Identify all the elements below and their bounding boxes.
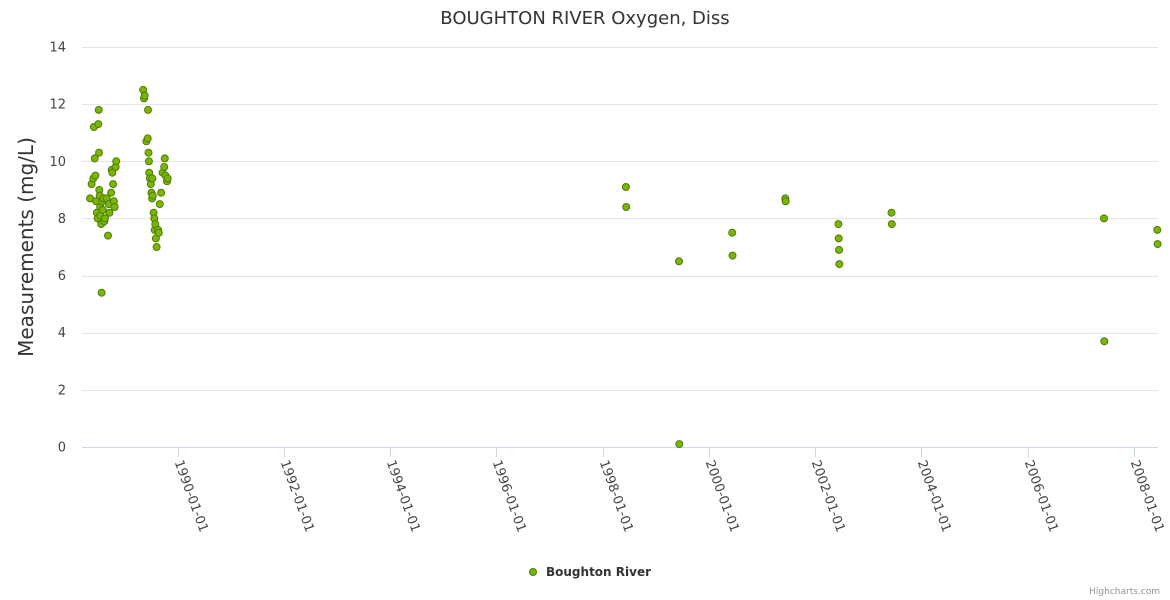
data-point[interactable] <box>728 228 737 237</box>
data-point[interactable] <box>140 91 149 100</box>
data-point[interactable] <box>1100 214 1108 223</box>
x-tick-label: 2002-01-01 <box>808 458 848 534</box>
data-point[interactable] <box>834 234 843 243</box>
data-point[interactable] <box>152 243 161 251</box>
data-point[interactable] <box>143 134 152 143</box>
legend-marker <box>529 568 537 576</box>
data-point[interactable] <box>148 174 157 183</box>
data-point[interactable] <box>835 245 843 254</box>
y-tick-label: 4 <box>58 326 66 341</box>
data-point[interactable] <box>101 214 109 223</box>
data-point[interactable] <box>94 120 103 129</box>
data-point[interactable] <box>94 105 103 114</box>
data-point[interactable] <box>675 257 683 266</box>
data-point[interactable] <box>728 251 737 260</box>
x-tick-label: 2004-01-01 <box>914 458 954 534</box>
x-tick-label: 2008-01-01 <box>1127 458 1167 534</box>
data-point[interactable] <box>160 163 169 171</box>
data-point[interactable] <box>154 228 163 237</box>
credit-link[interactable]: Highcharts.com <box>1089 587 1160 597</box>
data-point[interactable] <box>887 208 896 217</box>
data-point[interactable] <box>781 197 790 206</box>
x-axis-ticks: 1990-01-01 1992-01-01 1994-01-01 1996-01-01… <box>171 447 1167 534</box>
data-point[interactable] <box>144 105 152 114</box>
legend[interactable]: Boughton River <box>529 565 652 579</box>
data-point[interactable] <box>621 183 630 191</box>
x-tick-label: 2000-01-01 <box>702 458 742 534</box>
data-point[interactable] <box>91 171 100 180</box>
data-point[interactable] <box>90 154 99 163</box>
data-point[interactable] <box>107 188 116 197</box>
data-point[interactable] <box>887 220 896 229</box>
y-tick-label: 2 <box>58 383 66 398</box>
data-point[interactable] <box>1153 240 1162 249</box>
data-point[interactable] <box>97 288 106 297</box>
data-point[interactable] <box>157 188 166 197</box>
data-points <box>86 85 1162 449</box>
y-tick-label: 6 <box>58 269 66 284</box>
data-point[interactable] <box>144 148 153 157</box>
chart-title: BOUGHTON RIVER Oxygen, Diss <box>440 8 729 29</box>
data-point[interactable] <box>95 148 103 157</box>
y-tick-label: 12 <box>49 98 66 113</box>
data-point[interactable] <box>155 200 164 209</box>
data-point[interactable] <box>163 174 172 183</box>
y-tick-label: 8 <box>58 212 66 227</box>
x-tick-label: 1990-01-01 <box>171 458 211 534</box>
data-point[interactable] <box>109 180 118 189</box>
data-point[interactable] <box>98 205 107 214</box>
data-point[interactable] <box>834 220 843 229</box>
data-point[interactable] <box>622 203 631 211</box>
data-point[interactable] <box>1153 225 1162 234</box>
data-point[interactable] <box>148 191 157 200</box>
data-point[interactable] <box>144 157 153 166</box>
y-tick-label: 10 <box>49 155 66 170</box>
data-point[interactable] <box>105 208 114 217</box>
x-tick-label: 1998-01-01 <box>596 458 636 534</box>
legend-label: Boughton River <box>546 565 651 579</box>
data-point[interactable] <box>104 231 112 240</box>
data-point[interactable] <box>110 203 119 211</box>
x-tick-label: 1992-01-01 <box>277 458 317 534</box>
y-axis-label: Measurements (mg/L) <box>14 137 38 357</box>
y-axis-ticks: 0 2 4 6 8 10 12 14 <box>49 41 66 456</box>
x-tick-label: 1996-01-01 <box>489 458 529 534</box>
data-point[interactable] <box>835 260 844 269</box>
x-tick-label: 1994-01-01 <box>383 458 423 534</box>
data-point[interactable] <box>160 154 169 163</box>
data-point[interactable] <box>112 157 121 166</box>
y-tick-label: 14 <box>49 41 66 56</box>
y-tick-label: 0 <box>58 441 66 456</box>
grid-lines <box>82 47 1158 391</box>
data-point[interactable] <box>1100 337 1109 346</box>
data-point[interactable] <box>675 440 684 449</box>
x-tick-label: 2006-01-01 <box>1021 458 1061 534</box>
